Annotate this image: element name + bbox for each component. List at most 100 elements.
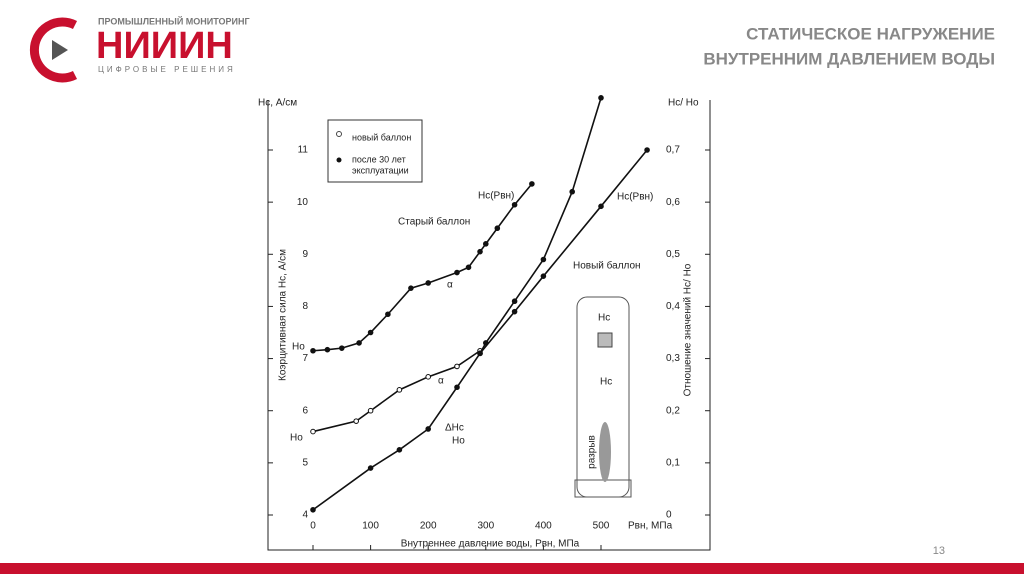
point — [356, 340, 362, 346]
rupture — [599, 422, 611, 482]
point — [598, 95, 604, 101]
point — [339, 345, 345, 351]
annotation: Старый баллон — [398, 216, 470, 228]
point — [425, 280, 432, 286]
point — [396, 387, 403, 393]
annotation: α — [438, 376, 444, 387]
point — [454, 269, 460, 276]
y-label-top: Hc, А/см — [258, 98, 297, 109]
y2-title: Отношение значений Hc/ Ho — [683, 263, 694, 396]
logo-mark — [29, 17, 78, 83]
y-tick-label: 7 — [302, 353, 308, 364]
point — [511, 308, 518, 315]
point — [454, 363, 460, 370]
point — [598, 203, 604, 210]
point — [511, 201, 518, 208]
y-tick-label: 9 — [302, 249, 308, 260]
x-tick-label: 300 — [477, 521, 494, 532]
x-tick-label: 500 — [593, 521, 610, 532]
x-title: Внутреннее давление воды, Рвн, МПа — [401, 539, 580, 550]
y-tick-label: 10 — [297, 197, 309, 208]
cylinder-base — [574, 479, 632, 498]
sensor — [597, 332, 613, 348]
point — [367, 465, 374, 471]
y2-tick-label: 0,5 — [666, 249, 680, 260]
footer-bar — [0, 563, 1024, 574]
point — [310, 347, 316, 354]
point — [367, 329, 374, 336]
point — [529, 181, 535, 187]
logo-main: НИИИН — [96, 25, 233, 67]
x-tick-label: 200 — [420, 521, 437, 532]
point — [540, 256, 547, 263]
point — [477, 248, 483, 255]
y2-tick-label: 0,2 — [666, 405, 680, 416]
point — [465, 264, 472, 271]
y-title: Коэрцитивная сила Hc, А/см — [278, 249, 289, 381]
point — [477, 350, 483, 357]
y-tick-label: 8 — [302, 301, 308, 312]
y2-tick-label: 0,3 — [666, 353, 680, 364]
point — [511, 298, 518, 305]
point — [494, 225, 501, 232]
y2-label-top: Hc/ Ho — [668, 98, 699, 109]
legend-label: после 30 лет — [352, 154, 406, 164]
annotation: Новый баллон — [573, 260, 641, 272]
y2-tick-label: 0,4 — [666, 301, 680, 312]
point — [644, 147, 650, 153]
annotation: Ho — [292, 342, 305, 353]
legend-box — [327, 119, 423, 183]
point — [569, 188, 576, 195]
point — [408, 285, 414, 291]
point — [425, 426, 432, 432]
point — [324, 346, 331, 353]
y2-tick-label: 0,6 — [666, 197, 680, 208]
point — [483, 241, 489, 247]
annotation: Hc(Рвн) — [617, 192, 653, 203]
x-tick-label: 100 — [362, 521, 379, 532]
annotation: Ho — [452, 436, 465, 447]
annotation: Hc(Рвн) — [478, 191, 514, 202]
y-tick-label: 6 — [302, 405, 308, 416]
line — [312, 183, 533, 352]
x-tick-label: 400 — [535, 521, 552, 532]
point — [367, 407, 374, 414]
slide-title: ВНУТРЕННИМ ДАВЛЕНИЕМ ВОДЫ — [703, 49, 995, 68]
line — [479, 149, 648, 354]
chart-frame — [267, 100, 711, 551]
legend-marker — [336, 131, 342, 137]
point — [396, 447, 403, 453]
y-tick-label: 5 — [302, 457, 308, 468]
annotation: Hc — [598, 313, 610, 324]
slide-title: СТАТИЧЕСКОЕ НАГРУЖЕНИЕ — [746, 24, 995, 43]
logo-arrow — [52, 40, 68, 60]
point — [353, 418, 360, 424]
annotation: разрыв — [587, 435, 598, 469]
annotation: Hc — [600, 377, 612, 388]
chart: 4 5 6 7 8 9 10 11 0 0,1 0,2 0,3 0,4 0,5 0,6 0,7 0 100 200 3… — [258, 95, 711, 551]
point — [310, 506, 316, 513]
annotation: Ho — [290, 433, 303, 444]
y2-tick-label: 0 — [666, 510, 672, 521]
y-tick-label: 11 — [298, 145, 309, 156]
logo-top: ПРОМЫШЛЕННЫЙ МОНИТОРИНГ — [98, 15, 250, 26]
y-tick-label: 4 — [302, 510, 308, 521]
y2-tick-label: 0,7 — [666, 145, 680, 156]
x-label-end: Рвн, МПа — [628, 521, 673, 532]
point — [310, 428, 316, 435]
point — [425, 374, 432, 380]
logo-bottom: ЦИФРОВЫЕ РЕШЕНИЯ — [98, 65, 236, 74]
annotation: ΔHc — [445, 423, 464, 434]
legend-label: эксплуатации — [352, 165, 409, 175]
point — [540, 273, 547, 279]
legend-label: новый баллон — [352, 132, 411, 142]
annotation: α — [447, 280, 453, 291]
y2-tick-label: 0,1 — [666, 457, 680, 468]
point — [454, 384, 460, 391]
point — [385, 311, 391, 318]
x-tick-label: 0 — [310, 521, 316, 532]
slide-number: 13 — [933, 545, 945, 557]
legend-marker — [336, 157, 342, 163]
